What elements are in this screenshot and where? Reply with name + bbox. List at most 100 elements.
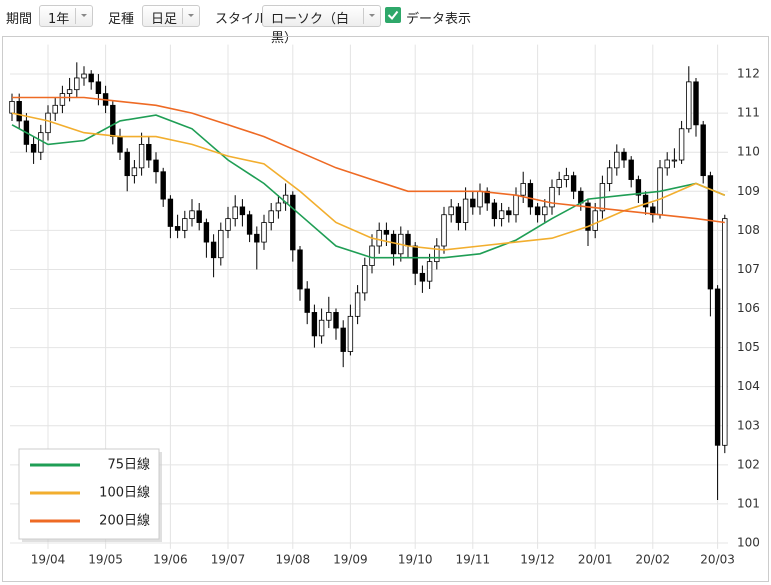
candle-body	[556, 179, 562, 188]
candle-body	[470, 198, 476, 208]
candle-body	[326, 312, 332, 321]
toolbar: 期間 1年 足種 日足 スタイル ローソク（白黒） データ表示	[0, 0, 771, 46]
x-tick-label: 20/02	[636, 553, 671, 567]
candle-body	[722, 218, 728, 446]
candle-body	[606, 167, 613, 184]
candle-body	[196, 210, 202, 223]
candle-body	[218, 229, 224, 259]
candle-body	[527, 183, 534, 208]
chart-frame	[2, 36, 769, 582]
y-tick-label: 105	[737, 340, 760, 354]
bar-select[interactable]: 日足	[142, 5, 200, 27]
candle-body	[254, 233, 260, 243]
y-tick-label: 100	[737, 535, 760, 549]
candle-body	[506, 210, 512, 216]
candle-body	[700, 124, 706, 177]
candle-body	[340, 327, 346, 352]
candle-body	[246, 214, 253, 235]
candle-body	[405, 233, 411, 247]
candle-body	[455, 206, 462, 223]
legend-label: 75日線	[107, 457, 150, 473]
candle-body	[318, 319, 325, 337]
x-tick-label: 19/10	[398, 553, 433, 567]
candle-body	[621, 151, 627, 161]
period-select[interactable]: 1年	[39, 5, 93, 27]
x-tick-label: 20/03	[700, 553, 735, 567]
candle-body	[225, 218, 231, 231]
candle-body	[563, 175, 570, 180]
candle-body	[354, 292, 361, 317]
candle-body	[110, 104, 116, 137]
candle-body	[268, 210, 274, 223]
style-select[interactable]: ローソク（白黒）	[262, 5, 381, 46]
candle-body	[570, 175, 577, 192]
candle-body	[167, 198, 174, 227]
candle-body	[45, 112, 51, 134]
candle-body	[160, 171, 166, 200]
y-tick-label: 101	[737, 496, 760, 510]
candle-body	[146, 143, 152, 161]
candle-body	[491, 202, 498, 220]
candle-body	[369, 245, 375, 266]
y-tick-label: 112	[737, 67, 760, 81]
x-tick-label: 19/11	[456, 553, 491, 567]
candle-body	[520, 183, 526, 196]
y-tick-label: 110	[737, 145, 760, 159]
candle-body	[707, 175, 714, 290]
x-tick-label: 19/05	[88, 553, 123, 567]
candle-body	[297, 249, 303, 290]
candle-body	[642, 194, 649, 208]
candle-body	[686, 81, 692, 130]
candle-body	[441, 214, 447, 247]
data-checkbox[interactable]	[385, 7, 401, 23]
candle-body	[232, 206, 238, 220]
x-tick-label: 19/08	[276, 553, 311, 567]
x-tick-label: 19/04	[31, 553, 66, 567]
candle-body	[153, 159, 159, 173]
candle-body	[585, 202, 591, 231]
candle-body	[671, 159, 678, 162]
bar-label: 足種	[108, 12, 135, 27]
legend-label: 200日線	[99, 513, 150, 529]
ma-line	[11, 112, 726, 251]
candle-body	[52, 104, 58, 114]
candle-body	[635, 179, 642, 196]
candle-body	[304, 288, 310, 313]
candle-body	[74, 77, 80, 91]
candle-body	[124, 151, 130, 177]
candle-body	[239, 206, 246, 216]
x-tick-label: 19/12	[520, 553, 555, 567]
candle-body	[203, 222, 210, 243]
candle-body	[448, 206, 454, 216]
candle-body	[9, 101, 15, 114]
candle-body	[347, 315, 354, 352]
check-icon	[387, 10, 399, 21]
y-tick-label: 102	[737, 457, 760, 471]
candle-body	[542, 206, 548, 216]
candle-body	[275, 202, 282, 212]
y-tick-label: 108	[737, 223, 760, 237]
candle-body	[426, 261, 433, 282]
candle-body	[534, 206, 541, 216]
candle-body	[693, 81, 699, 126]
candle-body	[549, 186, 555, 208]
candle-body	[678, 128, 685, 161]
candle-body	[419, 272, 426, 282]
candle-body	[30, 143, 37, 153]
y-tick-label: 104	[737, 379, 760, 393]
x-tick-label: 19/07	[211, 553, 246, 567]
data-label[interactable]: データ表示	[406, 12, 472, 27]
candle-body	[513, 194, 519, 216]
candle-body	[434, 245, 440, 263]
y-tick-label: 107	[737, 262, 760, 276]
candle-body	[59, 93, 66, 106]
candle-body	[376, 229, 382, 247]
candle-body	[498, 210, 505, 220]
candle-body	[261, 222, 267, 243]
candle-body	[81, 73, 87, 79]
candle-body	[16, 101, 22, 122]
candle-body	[66, 89, 73, 94]
x-tick-label: 19/09	[333, 553, 368, 567]
